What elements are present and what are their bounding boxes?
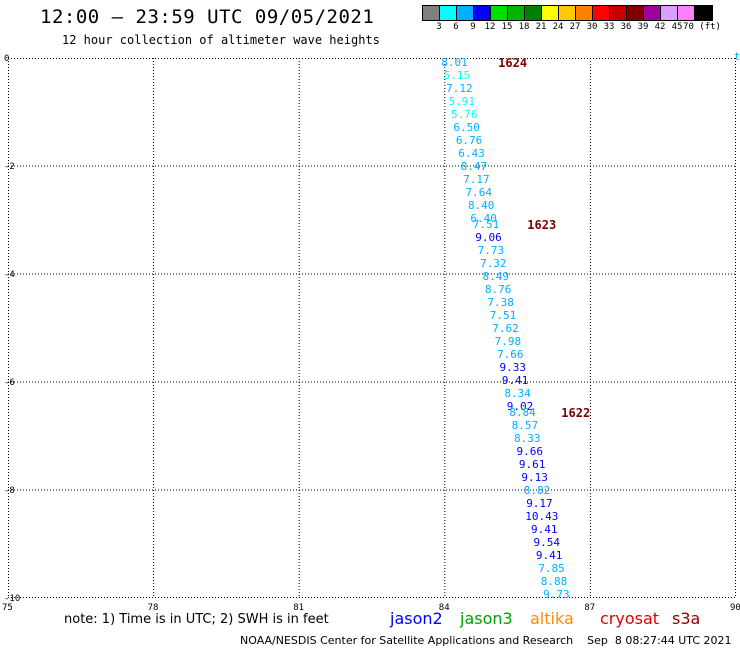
legend-tick-label: 3 bbox=[436, 22, 442, 32]
legend-swatch bbox=[678, 6, 695, 20]
legend-swatch bbox=[423, 6, 440, 20]
map-plot bbox=[8, 58, 736, 598]
legend-tick-label: 18 bbox=[518, 22, 530, 32]
legend-swatch bbox=[610, 6, 627, 20]
footer-credit: NOAA/NESDIS Center for Satellite Applica… bbox=[240, 634, 732, 647]
x-axis-tick-label: 75 bbox=[2, 603, 13, 613]
legend-swatch bbox=[491, 6, 508, 20]
page-subtitle: 12 hour collection of altimeter wave hei… bbox=[62, 33, 380, 47]
x-axis-tick-label: 87 bbox=[584, 603, 596, 613]
legend-tick-label: 24 bbox=[552, 22, 564, 32]
legend-tick-label: 33 bbox=[603, 22, 615, 32]
legend-tick-label: 21 bbox=[535, 22, 547, 32]
satellite-label-jason2: jason2 bbox=[390, 609, 443, 628]
legend-tick-label: 39 bbox=[637, 22, 649, 32]
legend-tick-label: 30 bbox=[586, 22, 598, 32]
legend-tick-label: 6 bbox=[453, 22, 459, 32]
legend-swatch bbox=[525, 6, 542, 20]
satellite-label-altika: altika bbox=[530, 609, 574, 628]
legend-tick-label: 45 bbox=[671, 22, 683, 32]
legend-swatch bbox=[559, 6, 576, 20]
legend-tick-label: 9 bbox=[470, 22, 476, 32]
satellite-label-jason3: jason3 bbox=[460, 609, 513, 628]
legend-swatch bbox=[627, 6, 644, 20]
legend-swatch bbox=[695, 6, 712, 20]
satellite-label-cryosat: cryosat bbox=[600, 609, 660, 628]
legend-tick-label: 12 bbox=[484, 22, 496, 32]
legend-swatch bbox=[440, 6, 457, 20]
legend-swatch bbox=[593, 6, 610, 20]
legend-swatch bbox=[661, 6, 678, 20]
note-text: note: 1) Time is in UTC; 2) SWH is in fe… bbox=[64, 612, 329, 627]
color-legend bbox=[422, 5, 713, 21]
satellite-label-s3a: s3a bbox=[672, 609, 701, 628]
legend-tick-label: 15 bbox=[501, 22, 513, 32]
legend-tick-label: 42 bbox=[654, 22, 666, 32]
legend-swatch bbox=[508, 6, 525, 20]
legend-swatch bbox=[457, 6, 474, 20]
legend-swatch bbox=[644, 6, 661, 20]
legend-tick-label: 36 bbox=[620, 22, 632, 32]
legend-swatch bbox=[542, 6, 559, 20]
x-axis-tick-label: 90 bbox=[730, 603, 740, 613]
legend-tick-label: 70 (ft) bbox=[683, 22, 721, 32]
legend-swatch bbox=[474, 6, 491, 20]
legend-tick-label: 27 bbox=[569, 22, 581, 32]
page-title: 12:00 – 23:59 UTC 09/05/2021 bbox=[40, 6, 375, 28]
legend-swatch bbox=[576, 6, 593, 20]
